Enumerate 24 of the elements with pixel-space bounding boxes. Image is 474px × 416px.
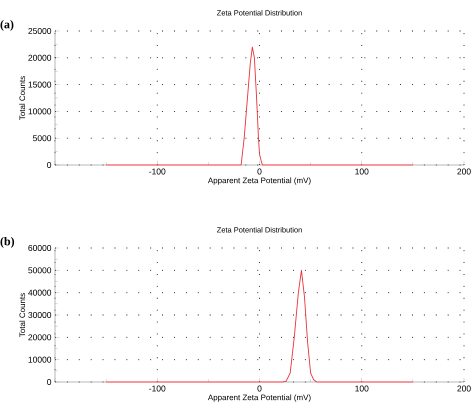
x-tick-label: 200 (457, 386, 471, 392)
y-tick-label: 60000 (28, 245, 52, 251)
y-tick-label: 10000 (28, 356, 52, 363)
x-tick-label: -100 (149, 168, 166, 175)
text: (b) (0, 236, 14, 248)
x-tick-label: 100 (355, 168, 368, 175)
y-tick-label: 0 (47, 162, 52, 168)
y-tick-label: 0 (47, 379, 52, 385)
y-tick-label: 15000 (28, 82, 52, 88)
x-tick-label: 0 (257, 386, 262, 392)
y-tick-label: 40000 (28, 290, 52, 296)
y-tick-label: 30000 (28, 312, 52, 318)
y-tick-label: 10000 (28, 108, 52, 114)
x-tick-label: 0 (257, 168, 262, 175)
y-tick-label: 5000 (32, 135, 52, 142)
y-tick-label: 20000 (28, 54, 52, 61)
x-tick-label: 200 (457, 168, 471, 175)
x-tick-label: -100 (149, 386, 166, 392)
y-tick-label: 20000 (28, 334, 52, 340)
y-tick-label: 25000 (28, 28, 52, 34)
x-tick-label: 100 (355, 386, 368, 392)
text: (a) (0, 20, 14, 31)
y-tick-label: 50000 (28, 267, 52, 274)
line-series (106, 270, 414, 382)
